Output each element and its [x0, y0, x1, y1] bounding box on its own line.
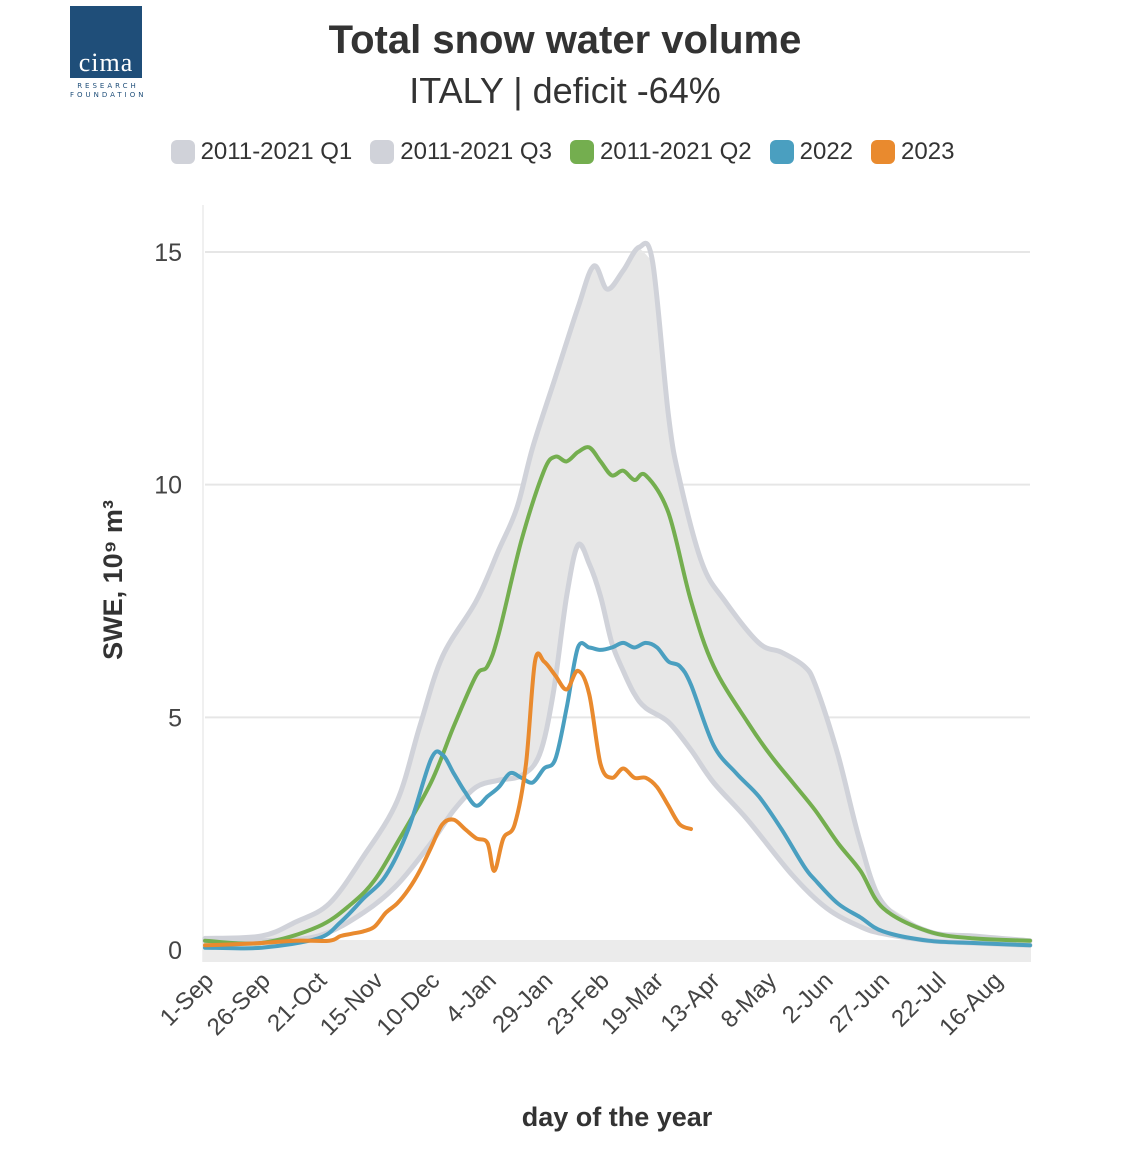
logo-box: [70, 6, 142, 78]
series-line-1: [202, 240, 1033, 944]
x-tick-label: 15-Nov: [315, 967, 389, 1041]
y-tick-label: 5: [168, 704, 182, 732]
x-tick-label: 8-May: [716, 967, 782, 1033]
x-tick-label: 19-Mar: [596, 967, 669, 1040]
quartile-band: [205, 247, 1030, 946]
logo-word: cima: [78, 48, 134, 77]
legend-label: 2011-2021 Q2: [599, 138, 752, 165]
chart-title: Total snow water volume: [328, 18, 802, 62]
legend-label: 2023: [901, 138, 955, 165]
legend-label: 2011-2021 Q1: [200, 138, 353, 165]
x-axis-strip: [203, 940, 1031, 962]
y-tick-label: 15: [154, 239, 182, 267]
logo-subtitle-1: RESEARCH: [77, 82, 139, 90]
x-tick-label: 16-Aug: [934, 967, 1008, 1041]
logo-subtitle-2: FOUNDATION: [70, 91, 147, 99]
legend-swatch: [569, 140, 594, 164]
legend-swatch: [370, 140, 395, 164]
series-line-4: [203, 651, 693, 948]
legend-swatch: [170, 140, 195, 164]
x-tick-label: 10-Dec: [371, 967, 445, 1041]
chart-legend: 2011-2021 Q1 2011-2021 Q3 2011-2021 Q2 2022…: [0, 138, 1125, 166]
y-tick-label: 0: [168, 937, 182, 965]
legend-item[interactable]: 2011-2021 Q1: [170, 138, 353, 166]
y-axis-label: SWE, 10⁹ m³: [98, 500, 128, 660]
cima-logo: cima RESEARCH FOUNDATION: [70, 6, 147, 99]
legend-label: 2022: [799, 138, 854, 165]
legend-item[interactable]: 2011-2021 Q2: [569, 138, 752, 166]
x-tick-label: 13-Apr: [656, 967, 726, 1037]
series-line-2: [203, 445, 1032, 946]
y-tick-label: 10: [154, 472, 182, 500]
legend-swatch: [769, 140, 794, 164]
x-tick-label: 27-Jun: [824, 967, 895, 1038]
legend-item[interactable]: 2023: [871, 138, 954, 166]
legend-item[interactable]: 2011-2021 Q3: [370, 138, 552, 166]
legend-swatch: [871, 140, 896, 164]
chart-subtitle: ITALY | deficit -64%: [409, 70, 721, 111]
series-line-3: [203, 640, 1032, 951]
legend-item[interactable]: 2022: [769, 138, 854, 166]
x-axis-label: day of the year: [522, 1102, 713, 1132]
x-tick-label: 26-Sep: [202, 967, 276, 1041]
legend-label: 2011-2021 Q3: [400, 138, 552, 165]
